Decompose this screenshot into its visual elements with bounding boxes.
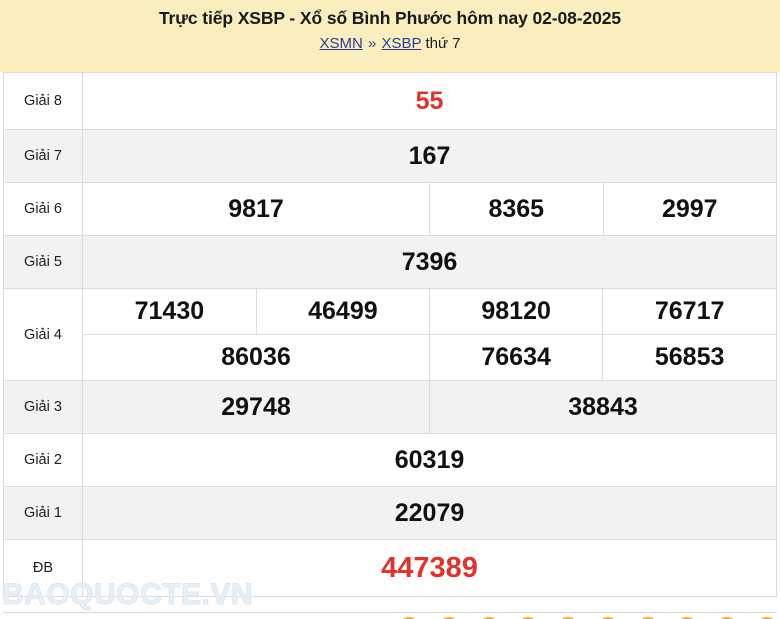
prize-label-2: Giải 2: [3, 433, 83, 487]
loto-badge: [437, 617, 460, 619]
prize-number: 76634: [481, 343, 551, 371]
prize-label-5: Giải 5: [3, 235, 83, 289]
prize-label-7: Giải 7: [3, 129, 83, 183]
loto-badge-strip: [398, 617, 777, 619]
prize-number: 71430: [134, 297, 205, 325]
prize-number: 9817: [228, 194, 284, 223]
prize-number: 60319: [394, 445, 465, 474]
loto-badge: [755, 617, 777, 619]
loto-badge: [557, 617, 580, 619]
prize-cell-4-1: 71430: [83, 289, 257, 335]
table-row-prize-db: ĐB 447389: [3, 539, 777, 597]
prize-number: 98120: [481, 297, 551, 325]
prize-number: 29748: [221, 392, 291, 421]
prize-label-8: Giải 8: [3, 72, 83, 130]
prize-cell-6-2: 8365: [429, 182, 604, 236]
prize-4-inner-table: 71430 46499 98120 76717: [83, 289, 776, 380]
table-row-prize-3: Giải 3 29748 38843: [3, 380, 777, 434]
prize-label-db: ĐB: [3, 539, 83, 597]
prize-label-3: Giải 3: [3, 380, 83, 434]
prize-cell-3-1: 29748: [82, 380, 430, 434]
prize-cell-2-1: 60319: [82, 433, 777, 487]
prize-cell-db-1: 447389: [82, 539, 777, 597]
loto-badge: [477, 617, 500, 619]
prize-number: 46499: [308, 297, 378, 325]
prize-cell-6-1: 9817: [82, 182, 430, 236]
breadcrumb-link-xsbp[interactable]: XSBP: [381, 35, 422, 52]
table-row-prize-7: Giải 7 167: [3, 129, 777, 183]
prize-cell-4-3: 98120: [428, 289, 604, 335]
prize-cell-7-1: 167: [82, 129, 777, 183]
prize-cell-1-1: 22079: [82, 486, 777, 540]
prize-cell-5-1: 7396: [82, 235, 777, 289]
prize-cell-4-2: 46499: [255, 289, 431, 335]
loto-badge: [398, 617, 420, 619]
prize-number: 7396: [401, 247, 458, 276]
breadcrumb-day-of-week: thứ 7: [425, 35, 461, 52]
loto-badge: [716, 617, 739, 619]
prize-cell-4-5: 86036: [83, 334, 430, 380]
table-row-prize-4: Giải 4 71430 46499: [3, 288, 777, 381]
prize-4-line-1: 71430 46499 98120 76717: [83, 289, 776, 335]
prize-label-4: Giải 4: [3, 288, 83, 381]
prize-number: 55: [415, 86, 444, 115]
prize-cell-4-6: 76634: [428, 334, 604, 380]
lottery-results-table: Giải 8 55 Giải 7 167 Giải 6 9817: [3, 72, 777, 597]
prize-number: 38843: [568, 392, 638, 421]
prize-cell-8-1: 55: [82, 72, 777, 130]
prize-number: 56853: [654, 343, 725, 371]
results-table-wrapper: Giải 8 55 Giải 7 167 Giải 6 9817: [3, 72, 777, 597]
table-row-prize-5: Giải 5 7396: [3, 235, 777, 289]
prize-label-1: Giải 1: [3, 486, 83, 540]
prize-number: 2997: [661, 194, 718, 223]
breadcrumb-separator: »: [368, 35, 377, 52]
prize-number: 22079: [394, 498, 465, 527]
table-row-prize-2: Giải 2 60319: [3, 433, 777, 487]
page-header: Trực tiếp XSBP - Xổ số Bình Phước hôm na…: [0, 0, 780, 72]
prize-label-6: Giải 6: [3, 182, 83, 236]
prize-cell-4-group: 71430 46499 98120 76717: [82, 288, 777, 381]
table-row-prize-6: Giải 6 9817 8365 2997: [3, 182, 777, 236]
prize-number: 167: [408, 141, 451, 170]
next-section-cutoff: [3, 612, 777, 619]
prize-cell-4-7: 56853: [602, 334, 776, 380]
loto-badge: [596, 617, 619, 619]
prize-number: 8365: [488, 194, 545, 223]
prize-number: 76717: [654, 297, 725, 325]
breadcrumb: XSMN » XSBP thứ 7: [0, 34, 780, 54]
page-title: Trực tiếp XSBP - Xổ số Bình Phước hôm na…: [158, 8, 622, 28]
prize-cell-3-2: 38843: [429, 380, 777, 434]
table-row-prize-1: Giải 1 22079: [3, 486, 777, 540]
loto-badge: [636, 617, 659, 619]
loto-badge: [676, 617, 699, 619]
breadcrumb-link-xsmn[interactable]: XSMN: [319, 35, 363, 52]
prize-number: 447389: [381, 551, 478, 584]
prize-cell-4-4: 76717: [602, 289, 776, 335]
prize-cell-6-3: 2997: [602, 182, 777, 236]
prize-4-line-2: 86036 76634 56853: [83, 334, 776, 380]
table-row-prize-8: Giải 8 55: [3, 72, 777, 130]
loto-badge: [517, 617, 540, 619]
prize-number: 86036: [221, 343, 291, 371]
